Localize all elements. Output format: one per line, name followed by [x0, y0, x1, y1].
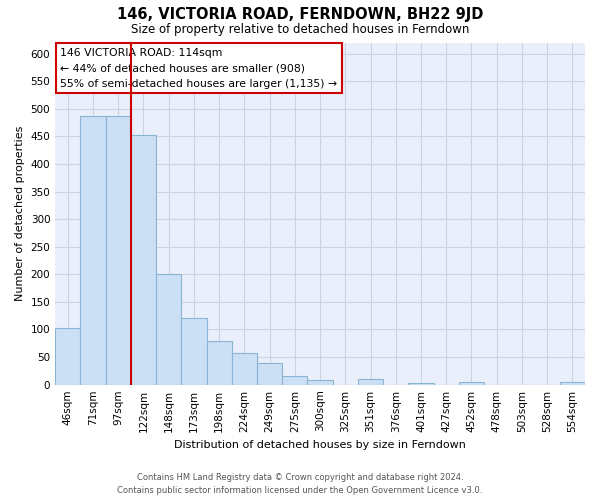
Bar: [409, 383, 434, 384]
Text: 146 VICTORIA ROAD: 114sqm
← 44% of detached houses are smaller (908)
55% of semi: 146 VICTORIA ROAD: 114sqm ← 44% of detac…: [61, 48, 338, 89]
Y-axis label: Number of detached properties: Number of detached properties: [15, 126, 25, 302]
Bar: [156, 274, 181, 384]
Bar: [80, 116, 106, 384]
Text: 146, VICTORIA ROAD, FERNDOWN, BH22 9JD: 146, VICTORIA ROAD, FERNDOWN, BH22 9JD: [117, 8, 483, 22]
Text: Size of property relative to detached houses in Ferndown: Size of property relative to detached ho…: [131, 22, 469, 36]
Bar: [560, 382, 585, 384]
Bar: [459, 382, 484, 384]
Bar: [206, 340, 232, 384]
Bar: [282, 376, 307, 384]
Bar: [307, 380, 332, 384]
Text: Contains HM Land Registry data © Crown copyright and database right 2024.
Contai: Contains HM Land Registry data © Crown c…: [118, 474, 482, 495]
X-axis label: Distribution of detached houses by size in Ferndown: Distribution of detached houses by size …: [174, 440, 466, 450]
Bar: [257, 362, 282, 384]
Bar: [358, 379, 383, 384]
Bar: [131, 135, 156, 384]
Bar: [181, 318, 206, 384]
Bar: [55, 328, 80, 384]
Bar: [106, 116, 131, 384]
Bar: [232, 353, 257, 384]
